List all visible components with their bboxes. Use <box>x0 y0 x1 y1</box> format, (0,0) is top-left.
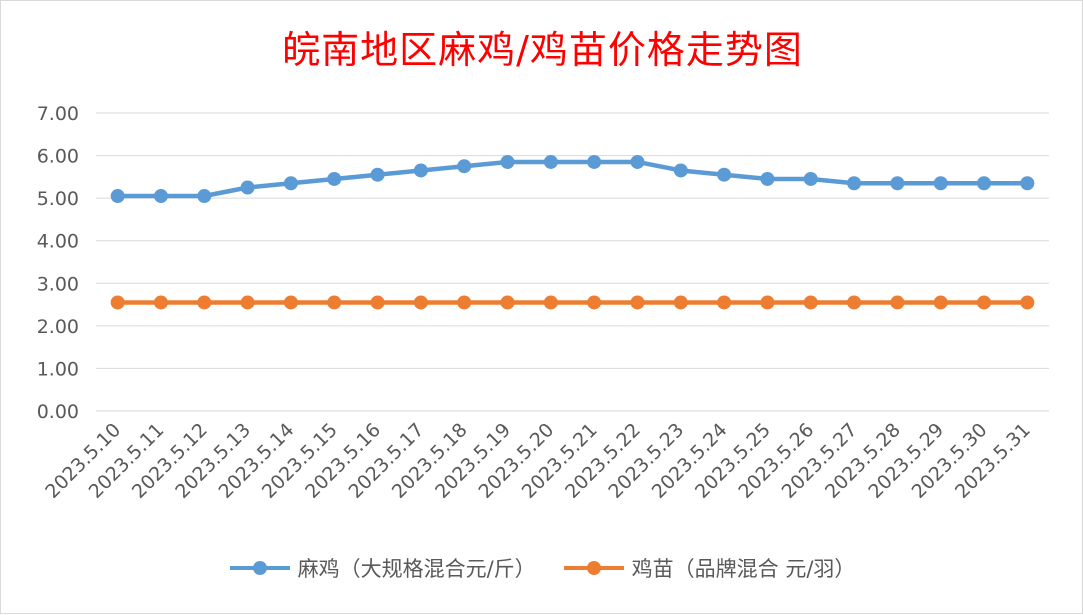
data-point-series-2 <box>327 295 342 310</box>
data-point-series-1 <box>543 154 558 169</box>
data-point-series-2 <box>1020 295 1035 310</box>
y-tick-label: 3.00 <box>37 273 79 295</box>
data-point-series-2 <box>673 295 688 310</box>
data-point-series-2 <box>977 295 992 310</box>
data-point-series-1 <box>890 176 905 191</box>
data-point-series-1 <box>673 163 688 178</box>
y-tick-label: 1.00 <box>37 358 79 380</box>
legend-label-series-2: 鸡苗（品牌混合 元/羽） <box>631 557 856 581</box>
data-point-series-1 <box>717 167 732 182</box>
y-tick-label: 7.00 <box>37 103 79 125</box>
data-point-series-1 <box>110 189 125 204</box>
data-point-series-1 <box>240 180 255 195</box>
data-point-series-2 <box>760 295 775 310</box>
data-point-series-1 <box>760 171 775 186</box>
data-point-series-1 <box>283 176 298 191</box>
data-point-series-1 <box>630 154 645 169</box>
y-tick-label: 6.00 <box>37 146 79 168</box>
data-point-series-2 <box>370 295 385 310</box>
data-point-series-1 <box>847 176 862 191</box>
legend-marker-series-1 <box>229 561 290 575</box>
data-point-series-2 <box>933 295 948 310</box>
data-point-series-1 <box>803 171 818 186</box>
legend: 麻鸡（大规格混合元/斤） 鸡苗（品牌混合 元/羽） <box>1 553 1083 583</box>
data-point-series-2 <box>543 295 558 310</box>
data-point-series-1 <box>500 154 515 169</box>
legend-item-series-2[interactable]: 鸡苗（品牌混合 元/羽） <box>563 553 856 583</box>
data-point-series-1 <box>153 189 168 204</box>
data-point-series-2 <box>890 295 905 310</box>
data-point-series-2 <box>847 295 862 310</box>
chart-title: 皖南地区麻鸡/鸡苗价格走势图 <box>282 28 803 72</box>
data-point-series-1 <box>457 159 472 174</box>
series-line-1 <box>115 159 1030 199</box>
data-point-series-2 <box>803 295 818 310</box>
y-tick-label: 2.00 <box>37 316 79 338</box>
y-tick-label: 4.00 <box>37 231 79 253</box>
data-point-series-1 <box>413 163 428 178</box>
data-point-series-1 <box>327 171 342 186</box>
data-point-series-1 <box>197 189 212 204</box>
legend-item-series-1[interactable]: 麻鸡（大规格混合元/斤） <box>229 553 536 583</box>
data-point-series-2 <box>587 295 602 310</box>
data-point-series-2 <box>153 295 168 310</box>
data-point-series-2 <box>240 295 255 310</box>
data-point-series-1 <box>1020 176 1035 191</box>
y-tick-label: 5.00 <box>37 188 79 210</box>
legend-marker-series-2 <box>563 561 624 575</box>
legend-label-series-1: 麻鸡（大规格混合元/斤） <box>297 557 536 581</box>
data-point-series-2 <box>500 295 515 310</box>
data-point-series-2 <box>457 295 472 310</box>
y-tick-label: 0.00 <box>37 401 79 423</box>
data-point-series-1 <box>933 176 948 191</box>
data-point-series-2 <box>283 295 298 310</box>
data-point-series-1 <box>587 154 602 169</box>
data-point-series-2 <box>413 295 428 310</box>
data-point-series-1 <box>370 167 385 182</box>
data-point-series-2 <box>197 295 212 310</box>
data-point-series-2 <box>717 295 732 310</box>
data-point-series-1 <box>977 176 992 191</box>
data-point-series-2 <box>110 295 125 310</box>
data-point-series-2 <box>630 295 645 310</box>
